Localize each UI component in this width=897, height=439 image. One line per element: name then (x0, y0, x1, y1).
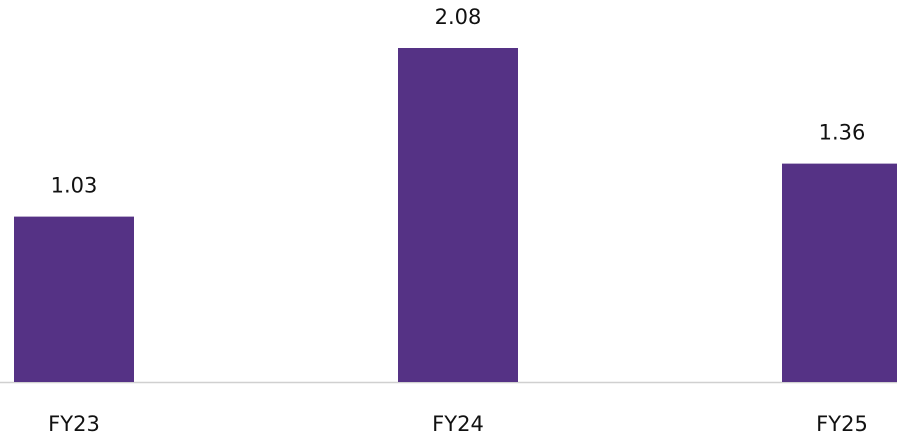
x-tick-label: FY23 (48, 412, 100, 436)
data-label: 1.36 (819, 121, 866, 145)
bar (14, 216, 134, 382)
bar (398, 48, 518, 382)
bar (782, 163, 897, 382)
x-tick-label: FY25 (816, 412, 868, 436)
x-tick-label: FY24 (432, 412, 484, 436)
data-label: 1.03 (51, 174, 98, 198)
data-label: 2.08 (435, 5, 482, 29)
